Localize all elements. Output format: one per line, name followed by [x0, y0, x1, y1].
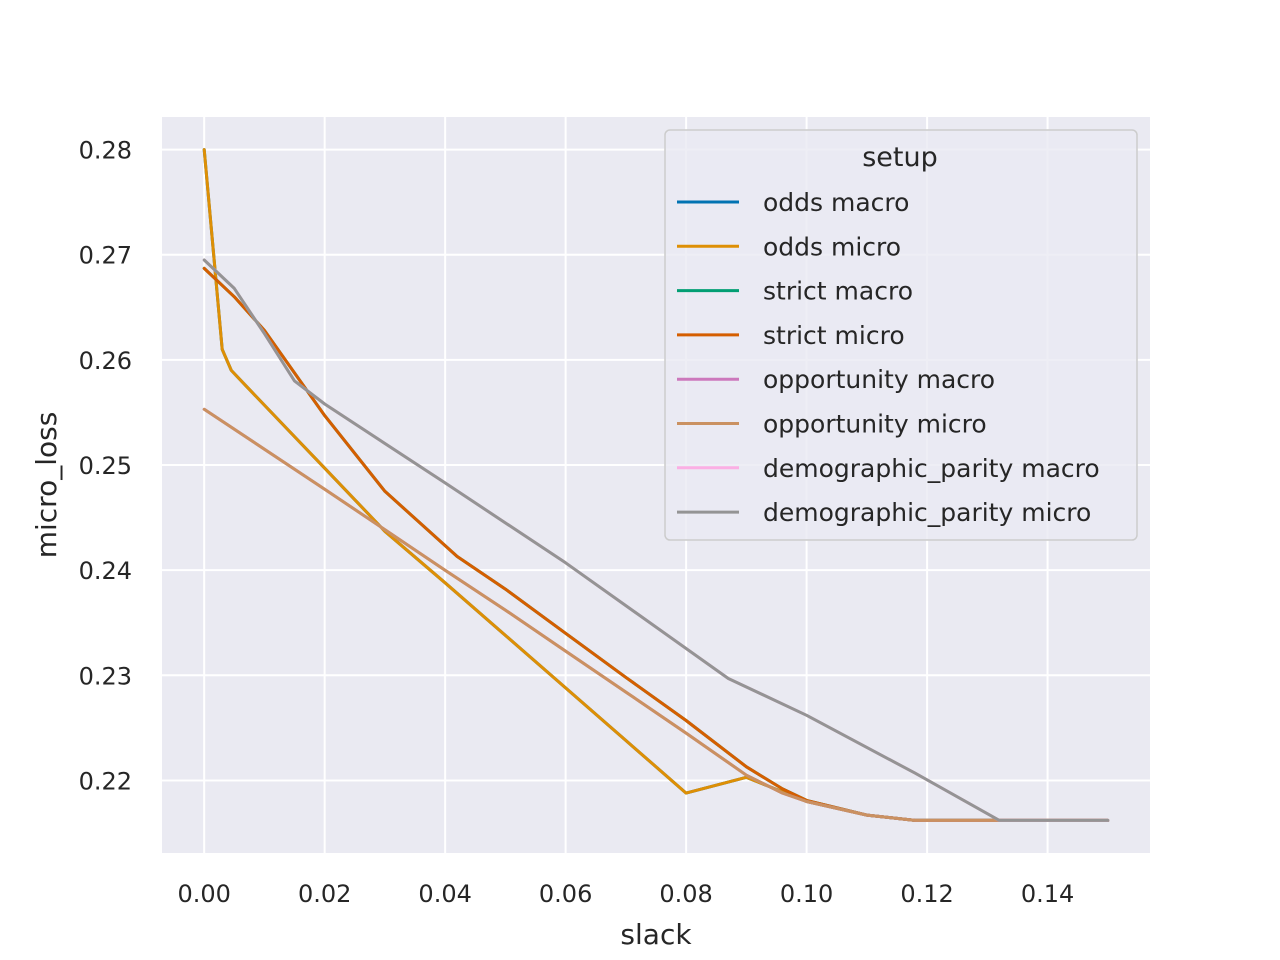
- x-tick-label: 0.06: [539, 880, 592, 908]
- y-axis-label: micro_loss: [30, 412, 63, 559]
- legend-box: [664, 129, 1138, 541]
- x-tick-label: 0.04: [418, 880, 471, 908]
- y-tick-label: 0.23: [79, 662, 132, 690]
- x-tick-label: 0.14: [1021, 880, 1074, 908]
- y-tick-label: 0.27: [79, 242, 132, 270]
- y-tick-label: 0.25: [79, 452, 132, 480]
- legend-title: setup: [862, 142, 938, 173]
- legend-label: demographic_parity macro: [763, 454, 1100, 483]
- series-line-opportunity-micro: [202, 407, 1110, 822]
- legend-items: odds macro odds micro strict macro strict m…: [677, 188, 1100, 527]
- legend-label: strict micro: [763, 321, 905, 350]
- x-tick-label: 0.00: [177, 880, 230, 908]
- series-line-demographic-parity-micro: [202, 258, 1110, 822]
- legend-label: strict macro: [763, 277, 913, 306]
- x-tick-label: 0.12: [900, 880, 953, 908]
- legend-label: odds macro: [763, 188, 909, 217]
- y-tick-label: 0.22: [79, 767, 132, 795]
- x-tick-label: 0.02: [298, 880, 351, 908]
- series-lines: [202, 148, 1110, 822]
- y-tick-label: 0.26: [79, 347, 132, 375]
- legend: setup odds macro odds micro strict macro st…: [664, 129, 1138, 541]
- legend-label: opportunity macro: [763, 365, 995, 394]
- x-tick-labels: 0.00 0.02 0.04 0.06 0.08 0.10 0.12 0.14: [177, 880, 1074, 908]
- legend-label: odds micro: [763, 232, 901, 261]
- y-tick-label: 0.28: [79, 137, 132, 165]
- y-tick-label: 0.24: [79, 557, 132, 585]
- x-axis-label: slack: [620, 918, 692, 951]
- x-tick-label: 0.08: [659, 880, 712, 908]
- legend-label: opportunity micro: [763, 410, 987, 439]
- legend-label: demographic_parity micro: [763, 498, 1091, 527]
- y-tick-labels: 0.22 0.23 0.24 0.25 0.26 0.27 0.28: [79, 137, 132, 796]
- x-tick-label: 0.10: [780, 880, 833, 908]
